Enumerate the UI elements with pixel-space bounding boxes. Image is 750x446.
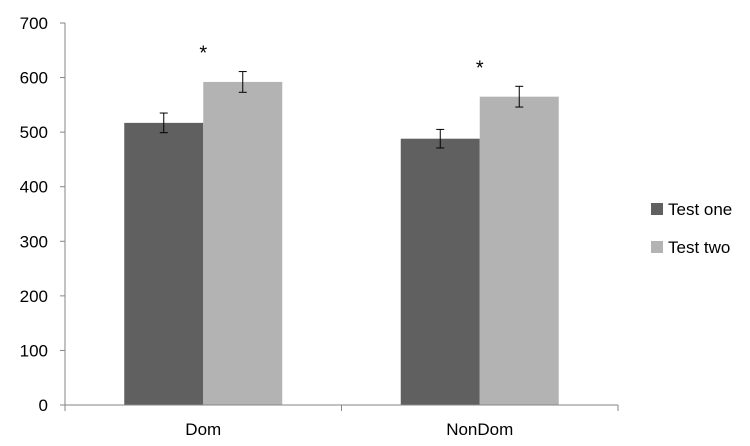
x-tick-label: NonDom (446, 420, 513, 439)
error-bars (159, 71, 524, 149)
legend-label: Test one (668, 200, 732, 219)
legend: Test one Test two (651, 200, 732, 257)
bar (124, 122, 204, 405)
y-tick-label: 0 (39, 396, 48, 415)
y-tick-label: 400 (20, 178, 48, 197)
y-tick-label: 700 (20, 14, 48, 33)
bars (124, 81, 559, 406)
y-tick-label: 100 (20, 341, 48, 360)
y-tick-label: 600 (20, 69, 48, 88)
significance-star: * (476, 57, 484, 79)
bar (400, 138, 480, 406)
legend-swatch (651, 241, 663, 253)
x-tick-label: Dom (185, 420, 221, 439)
bar (203, 81, 283, 406)
y-tick-label: 500 (20, 123, 48, 142)
significance-star: * (199, 43, 207, 65)
legend-swatch (651, 203, 663, 215)
significance-markers: ** (199, 43, 484, 80)
y-tick-label: 300 (20, 232, 48, 251)
y-tick-label: 200 (20, 287, 48, 306)
legend-label: Test two (668, 238, 730, 257)
y-axis: 0 100 200 300 400 500 600 700 (20, 14, 66, 415)
bar (479, 96, 559, 406)
x-axis: Dom NonDom (64, 404, 619, 439)
